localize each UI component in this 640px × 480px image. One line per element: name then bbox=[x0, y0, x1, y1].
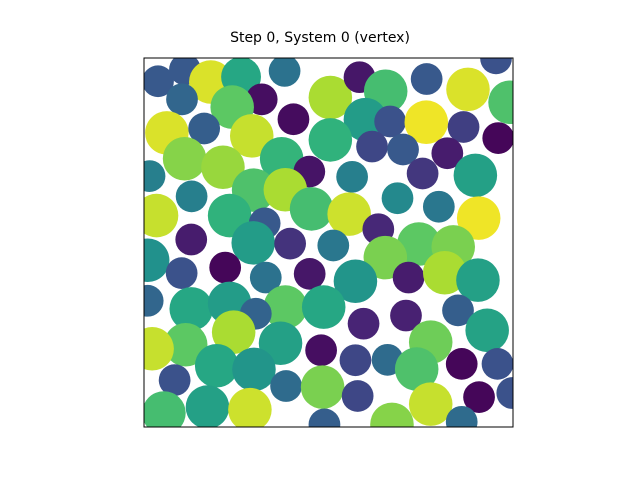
scatter-point bbox=[333, 259, 378, 304]
scatter-point bbox=[308, 408, 341, 427]
scatter-point bbox=[463, 381, 495, 413]
scatter-point bbox=[394, 347, 439, 391]
scatter-point bbox=[308, 75, 353, 120]
scatter-point bbox=[397, 222, 441, 266]
scatter-point bbox=[175, 223, 208, 256]
scatter-point bbox=[347, 307, 380, 340]
scatter-point bbox=[144, 65, 174, 98]
scatter-point bbox=[301, 285, 346, 329]
scatter-point bbox=[406, 157, 439, 190]
scatter-point bbox=[289, 187, 334, 231]
scatter-point bbox=[446, 67, 490, 112]
scatter-point bbox=[481, 348, 513, 380]
scatter-point bbox=[374, 105, 406, 138]
scatter-point bbox=[268, 58, 301, 87]
scatter-points bbox=[144, 58, 513, 427]
scatter-point bbox=[356, 130, 388, 163]
scatter-point bbox=[404, 100, 449, 144]
scatter-point bbox=[453, 153, 498, 198]
scatter-point bbox=[422, 250, 467, 295]
scatter-point bbox=[249, 261, 282, 294]
scatter-point bbox=[201, 145, 245, 189]
scatter-point bbox=[336, 160, 368, 193]
scatter-point bbox=[480, 58, 512, 75]
scatter-point bbox=[482, 122, 513, 154]
scatter-point bbox=[305, 334, 337, 367]
scatter-point bbox=[390, 299, 422, 332]
scatter-point bbox=[144, 391, 186, 427]
scatter-point bbox=[381, 182, 414, 215]
chart-title: Step 0, System 0 (vertex) bbox=[230, 30, 410, 46]
scatter-point bbox=[232, 347, 276, 392]
scatter-point bbox=[370, 402, 414, 427]
scatter-point bbox=[293, 257, 326, 290]
scatter-point bbox=[144, 193, 179, 238]
scatter-point bbox=[387, 133, 419, 166]
scatter-point bbox=[447, 111, 480, 143]
scatter-point bbox=[456, 196, 501, 240]
scatter-point bbox=[445, 405, 478, 427]
scatter-point bbox=[339, 344, 372, 377]
scatter-point bbox=[343, 97, 388, 142]
scatter-point bbox=[488, 80, 513, 125]
scatter-point bbox=[317, 229, 350, 262]
scatter-point bbox=[445, 348, 478, 380]
scatter-point bbox=[165, 257, 198, 289]
scatter-point bbox=[258, 321, 303, 366]
scatter-point bbox=[442, 294, 474, 327]
scatter-point bbox=[229, 114, 274, 158]
scatter-point bbox=[166, 83, 198, 116]
scatter-point bbox=[422, 190, 455, 223]
scatter-point bbox=[231, 221, 275, 265]
scatter-point bbox=[408, 382, 453, 426]
scatter-point bbox=[162, 136, 207, 181]
scatter-point bbox=[144, 160, 166, 192]
scatter-point bbox=[270, 370, 302, 402]
scatter-point bbox=[410, 63, 443, 95]
scatter-point bbox=[327, 192, 371, 236]
scatter-point bbox=[144, 327, 174, 371]
scatter-point bbox=[341, 380, 374, 412]
scatter-point bbox=[456, 258, 500, 302]
scatter-point bbox=[465, 308, 509, 353]
scatter-point bbox=[144, 284, 164, 317]
scatter-point bbox=[308, 118, 353, 162]
scatter-point bbox=[194, 343, 239, 388]
scatter-point bbox=[277, 103, 310, 136]
scatter-point bbox=[228, 387, 272, 427]
scatter-point bbox=[263, 285, 308, 329]
scatter-point bbox=[163, 322, 208, 367]
scatter-point bbox=[274, 227, 306, 260]
scatter-point bbox=[209, 251, 242, 284]
axes-frame bbox=[143, 57, 514, 428]
scatter-point bbox=[496, 377, 513, 409]
scatter-point bbox=[188, 112, 221, 145]
scatter-point bbox=[185, 385, 230, 427]
scatter-point bbox=[300, 365, 345, 409]
scatter-point bbox=[211, 310, 256, 354]
scatter-point bbox=[169, 287, 214, 331]
scatter-point bbox=[392, 261, 425, 294]
scatter-point bbox=[431, 137, 464, 170]
scatter-point bbox=[175, 180, 208, 213]
scatter-point bbox=[144, 238, 170, 282]
scatter-point bbox=[158, 364, 191, 397]
